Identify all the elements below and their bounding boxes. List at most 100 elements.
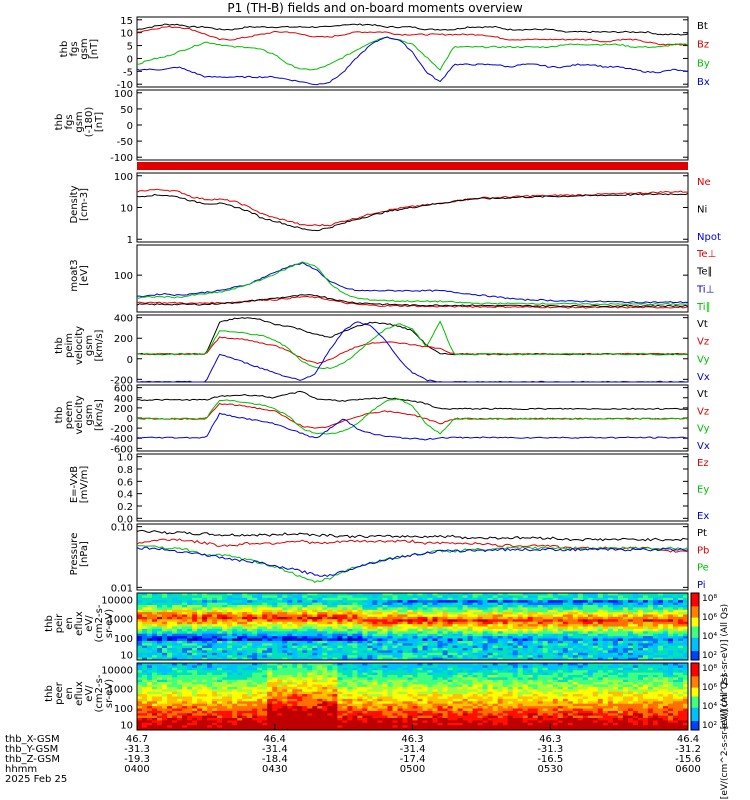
spectrogram-cell-peir (402, 657, 408, 661)
spectrogram-cell-peir (302, 650, 308, 654)
spectrogram-cell-peir (277, 595, 283, 599)
spectrogram-cell-peer (422, 665, 428, 669)
spectrogram-cell-peer (262, 727, 268, 731)
spectrogram-cell-peer (322, 725, 328, 729)
spectrogram-cell-peer (382, 706, 388, 709)
spectrogram-cell-peer (142, 684, 148, 688)
spectrogram-cell-peer (317, 686, 323, 690)
spectrogram-cell-peir (362, 650, 368, 654)
spectrogram-cell-peir (142, 597, 148, 601)
spectrogram-cell-peir (577, 636, 584, 639)
spectrogram-cell-peir (272, 657, 278, 661)
spectrogram-cell-peir (237, 633, 243, 637)
spectrogram-cell-peir (307, 621, 313, 625)
spectrogram-cell-peer (137, 715, 143, 719)
spectrogram-cell-peer (402, 670, 408, 674)
spectrogram-cell-peir (527, 612, 534, 615)
spectrogram-cell-peer (257, 727, 263, 731)
spectrogram-cell-peir (402, 633, 408, 637)
spectrogram-cell-peer (352, 665, 358, 669)
spectrogram-cell-peir (467, 607, 474, 611)
spectrogram-cell-peer (242, 725, 248, 729)
spectrogram-cell-peer (177, 689, 183, 693)
spectrogram-cell-peer (177, 663, 183, 666)
spectrogram-cell-peir (537, 595, 544, 599)
spectrogram-cell-peir (417, 593, 423, 596)
spectrogram-cell-peir (447, 612, 454, 615)
spectrogram-cell-peer (412, 691, 418, 695)
spectrogram-cell-peir (683, 643, 689, 647)
spectrogram-cell-peir (267, 609, 273, 613)
spectrogram-cell-peir (647, 631, 654, 635)
spectrogram-cell-peir (292, 607, 298, 611)
spectrogram-cell-peir (192, 652, 198, 656)
spectrogram-cell-peir (673, 612, 679, 615)
spectrogram-cell-peir (342, 605, 348, 608)
spectrogram-cell-peir (292, 655, 298, 659)
spectrogram-cell-peir (432, 600, 438, 604)
spectrogram-cell-peir (247, 633, 253, 637)
spectrogram-cell-peir (202, 638, 208, 642)
spectrogram-cell-peir (522, 607, 529, 611)
spectrogram-cell-peir (572, 619, 579, 623)
spectrogram-cell-peir (382, 645, 388, 649)
spectrogram-cell-peir (467, 636, 474, 639)
spectrogram-cell-peer (427, 703, 433, 707)
spectrogram-cell-peir (472, 652, 479, 656)
spectrogram-cell-peir (197, 607, 203, 611)
spectrogram-cell-peir (317, 645, 323, 649)
spectrogram-cell-peir (192, 609, 198, 613)
spectrogram-cell-peir (652, 643, 659, 647)
spectrogram-cell-peir (467, 609, 474, 613)
spectrogram-cell-peer (352, 722, 358, 726)
spectrogram-cell-peir (317, 657, 323, 661)
spectrogram-cell-peir (512, 655, 519, 659)
spectrogram-cell-peer (277, 689, 283, 693)
spectrogram-cell-peer (322, 708, 328, 712)
spectrogram-cell-peir (492, 626, 499, 630)
spectrogram-cell-peer (367, 686, 373, 690)
spectrogram-cell-peir (412, 614, 418, 618)
spectrogram-cell-peir (302, 648, 308, 651)
spectrogram-cell-peer (402, 708, 408, 712)
spectrogram-cell-peir (182, 652, 188, 656)
spectrogram-cell-peer (392, 698, 398, 702)
spectrogram-cell-peir (587, 602, 594, 606)
spectrogram-cell-peir (442, 657, 449, 661)
spectrogram-cell-peir (397, 600, 403, 604)
spectrogram-cell-peir (457, 636, 464, 639)
spectrogram-cell-peir (567, 607, 574, 611)
spectrogram-cell-peer (327, 727, 333, 731)
spectrogram-cell-peir (277, 597, 283, 601)
spectrogram-cell-peir (187, 600, 193, 604)
spectrogram-cell-peer (262, 722, 268, 726)
spectrogram-cell-peir (437, 612, 443, 615)
spectrogram-cell-peir (647, 605, 654, 608)
spectrogram-cell-peir (557, 609, 564, 613)
spectrogram-cell-peir (577, 597, 584, 601)
spectrogram-cell-peir (142, 652, 148, 656)
spectrogram-cell-peir (207, 597, 213, 601)
spectrogram-cell-peer (177, 682, 183, 685)
spectrogram-cell-peir (642, 626, 649, 630)
spectrogram-cell-peer (162, 722, 168, 726)
spectrogram-cell-peir (678, 643, 684, 647)
spectrogram-cell-peir (427, 614, 433, 618)
spectrogram-cell-peir (332, 645, 338, 649)
spectrogram-cell-peir (487, 650, 494, 654)
spectrogram-cell-peer (262, 725, 268, 729)
spectrogram-cell-peer (432, 689, 438, 693)
spectrogram-cell-peir (187, 595, 193, 599)
spectrogram-cell-peir (412, 597, 418, 601)
spectrogram-cell-peer (347, 715, 353, 719)
ylabel-peim-1: peim (64, 333, 75, 358)
spectrogram-cell-peer (402, 667, 408, 671)
spectrogram-cell-peer (307, 686, 313, 690)
spectrogram-cell-peir (197, 614, 203, 618)
spectrogram-cell-peir (342, 636, 348, 639)
spectrogram-cell-peer (217, 684, 223, 688)
spectrogram-cell-peir (587, 652, 594, 656)
spectrogram-cell-peer (272, 689, 278, 693)
spectrogram-cell-peir (212, 612, 218, 615)
spectrogram-cell-peir (542, 652, 549, 656)
